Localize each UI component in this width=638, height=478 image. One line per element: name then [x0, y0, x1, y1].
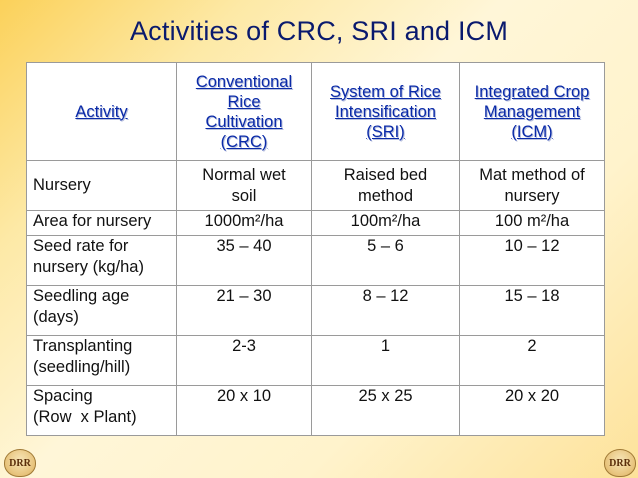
row-label-line: Spacing [33, 387, 93, 405]
cell-line: soil [231, 186, 257, 205]
drr-logo-text: DRR [609, 458, 631, 469]
header-icm: Integrated Crop Management (ICM) [459, 62, 605, 161]
row-label-line: (Row x Plant) [33, 408, 137, 426]
comparison-table: Activity Conventional Rice Cultivation (… [26, 62, 605, 436]
header-sri-line: System of Rice [330, 82, 441, 101]
cell-sri: 100m²/ha [311, 210, 460, 236]
cell-crc: 21 – 30 [176, 285, 312, 336]
header-crc-line: Conventional [195, 72, 293, 91]
cell-line: 21 – 30 [216, 287, 272, 305]
row-label-line: (days) [33, 308, 79, 326]
cell-line: 1 [380, 337, 391, 355]
cell-line: 5 – 6 [367, 237, 404, 255]
cell-line: method [357, 186, 414, 205]
cell-line: 2 [527, 337, 537, 355]
row-label: Transplanting (seedling/hill) [26, 335, 177, 386]
cell-sri: 25 x 25 [311, 385, 460, 436]
header-activity-label: Activity [75, 102, 128, 121]
cell-line: nursery [504, 186, 560, 205]
cell-line: 15 – 18 [504, 287, 560, 305]
header-sri: System of Rice Intensification (SRI) [311, 62, 460, 161]
table-row: Transplanting (seedling/hill) 2-3 1 2 [26, 335, 605, 386]
cell-icm: 10 – 12 [459, 235, 605, 286]
cell-line: 100m²/ha [350, 212, 421, 230]
row-label-line: Seedling age [33, 287, 130, 305]
cell-line: Mat method of [479, 165, 585, 184]
header-sri-line: Intensification [335, 102, 436, 121]
cell-line: 20 x 10 [216, 387, 272, 405]
slide-title: Activities of CRC, SRI and ICM [129, 16, 509, 46]
header-icm-line: Management [483, 102, 581, 121]
row-label: Seed rate for nursery (kg/ha) [26, 235, 177, 286]
cell-line: Normal wet [202, 165, 286, 184]
cell-icm: Mat method of nursery [459, 160, 605, 211]
row-label: Area for nursery [26, 210, 177, 236]
drr-logo-text: DRR [9, 458, 31, 469]
header-icm-line: Integrated Crop [474, 82, 590, 101]
cell-crc: Normal wet soil [176, 160, 312, 211]
row-label-line: (seedling/hill) [33, 358, 131, 376]
header-crc-line: Rice [227, 92, 261, 111]
cell-sri: 1 [311, 335, 460, 386]
cell-sri: 5 – 6 [311, 235, 460, 286]
row-label-line: Seed rate for [33, 237, 129, 255]
drr-logo-right: DRR [604, 449, 636, 477]
header-icm-line: (ICM) [511, 122, 553, 141]
header-sri-line: (SRI) [366, 122, 405, 141]
row-label-line: Transplanting [33, 337, 133, 355]
table-row: Area for nursery 1000m²/ha 100m²/ha 100 … [26, 210, 605, 236]
cell-line: 10 – 12 [504, 237, 560, 255]
cell-sri: 8 – 12 [311, 285, 460, 336]
cell-icm: 15 – 18 [459, 285, 605, 336]
row-label-line: nursery (kg/ha) [33, 258, 144, 276]
cell-line: 8 – 12 [362, 287, 409, 305]
cell-crc: 35 – 40 [176, 235, 312, 286]
header-activity: Activity [26, 62, 177, 161]
row-label-line: Nursery [33, 176, 91, 194]
header-crc-line: Cultivation [205, 112, 283, 131]
header-crc-line: (CRC) [220, 132, 268, 151]
cell-line: 100 m²/ha [494, 212, 570, 230]
row-label: Seedling age (days) [26, 285, 177, 336]
table-row: Spacing (Row x Plant) 20 x 10 25 x 25 20 … [26, 385, 605, 436]
table-row: Seedling age (days) 21 – 30 8 – 12 15 – 1… [26, 285, 605, 336]
cell-line: 35 – 40 [216, 237, 272, 255]
cell-line: 20 x 20 [504, 387, 560, 405]
row-label-line: Area for nursery [33, 212, 152, 230]
cell-crc: 20 x 10 [176, 385, 312, 436]
cell-icm: 2 [459, 335, 605, 386]
table-row: Nursery Normal wet soil Raised bed method … [26, 160, 605, 211]
cell-line: Raised bed [343, 165, 428, 184]
cell-line: 2-3 [232, 337, 256, 355]
cell-crc: 1000m²/ha [176, 210, 312, 236]
cell-sri: Raised bed method [311, 160, 460, 211]
drr-logo-left: DRR [4, 449, 36, 477]
cell-crc: 2-3 [176, 335, 312, 386]
row-label: Nursery [26, 160, 177, 211]
cell-icm: 100 m²/ha [459, 210, 605, 236]
row-label: Spacing (Row x Plant) [26, 385, 177, 436]
table-row: Seed rate for nursery (kg/ha) 35 – 40 5 –… [26, 235, 605, 286]
cell-line: 1000m²/ha [204, 212, 284, 230]
header-crc: Conventional Rice Cultivation (CRC) [176, 62, 312, 161]
cell-line: 25 x 25 [358, 387, 413, 405]
table-header-row: Activity Conventional Rice Cultivation (… [26, 62, 605, 161]
cell-icm: 20 x 20 [459, 385, 605, 436]
